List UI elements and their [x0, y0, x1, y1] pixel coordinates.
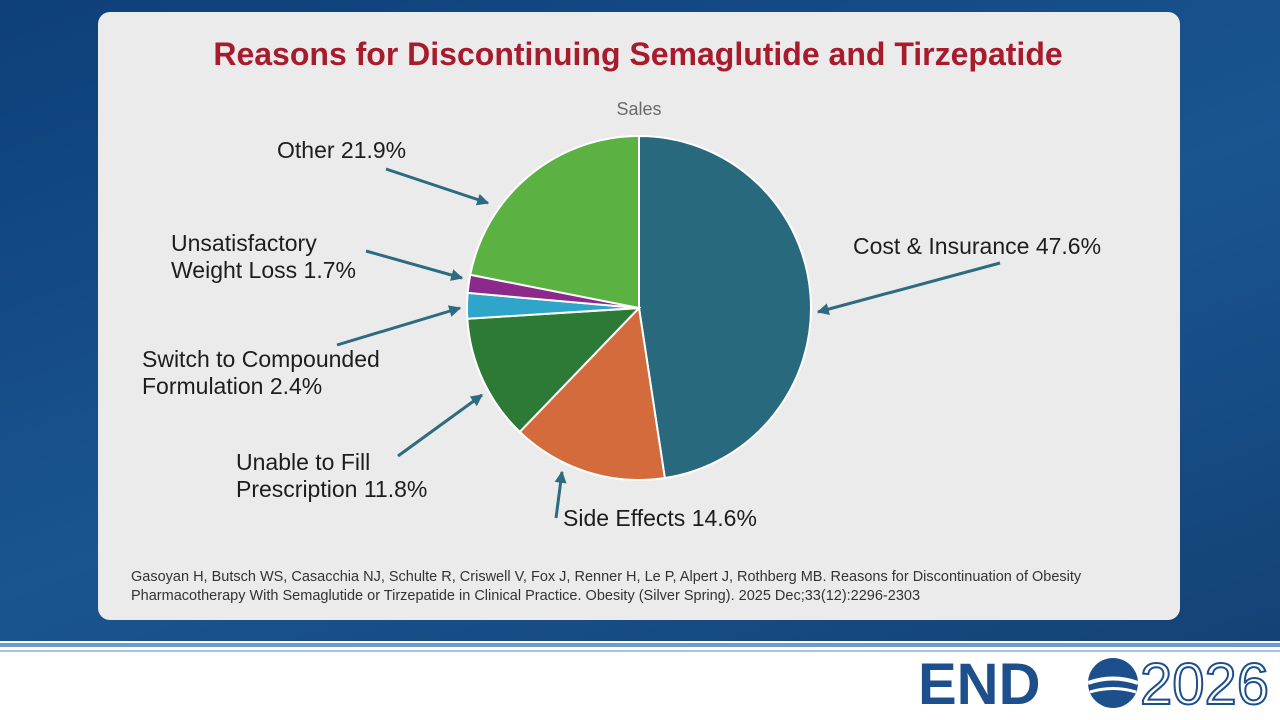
chart-subtitle: Sales [616, 99, 662, 119]
arrow [554, 470, 567, 519]
slice-label: Unsatisfactory Weight Loss 1.7% [171, 230, 386, 284]
category-name: Other [277, 137, 335, 163]
slice-label: Unable to Fill Prescription 11.8% [236, 449, 461, 503]
category-name: Cost & Insurance [853, 233, 1030, 259]
pie-slice [518, 305, 666, 481]
category-name: Switch to Compounded Formulation [142, 346, 380, 399]
pie-slice [469, 134, 640, 310]
pie [466, 134, 812, 481]
arrow [816, 261, 1001, 315]
logo-text: END [918, 652, 1040, 714]
slice-label: Other 21.9% [277, 137, 406, 164]
footer-rule [0, 650, 1280, 652]
value-label: 21.9% [340, 137, 407, 163]
value-label: 2.4% [269, 373, 323, 399]
pie-slice [466, 306, 642, 434]
value-label: 11.8% [363, 476, 428, 502]
arrow [336, 305, 462, 347]
logo-year: 2026 [1140, 652, 1268, 714]
logo: END 2026 [918, 652, 1268, 714]
logo-globe [1087, 658, 1139, 708]
slice-label: Switch to Compounded Formulation 2.4% [142, 346, 432, 400]
value-label: 1.7% [303, 257, 356, 283]
chart-title: Reasons for Discontinuing Semaglutide an… [213, 36, 1063, 72]
slice-label: Cost & Insurance 47.6% [853, 233, 1101, 260]
pie-slice [638, 134, 812, 480]
citation: Gasoyan H, Butsch WS, Casacchia NJ, Schu… [131, 569, 1082, 604]
arrow [397, 393, 483, 458]
footer-band [0, 641, 1280, 720]
category-name: Side Effects [563, 505, 686, 531]
value-label: 14.6% [691, 505, 757, 531]
slice-label: Side Effects 14.6% [563, 505, 757, 532]
footer-rule [0, 643, 1280, 647]
category-name: Unsatisfactory Weight Loss [171, 230, 317, 283]
arrows [336, 167, 1001, 519]
category-name: Unable to Fill Prescription [236, 449, 371, 502]
value-label: 47.6% [1035, 233, 1102, 259]
arrow [385, 167, 490, 206]
arrow [365, 249, 464, 281]
